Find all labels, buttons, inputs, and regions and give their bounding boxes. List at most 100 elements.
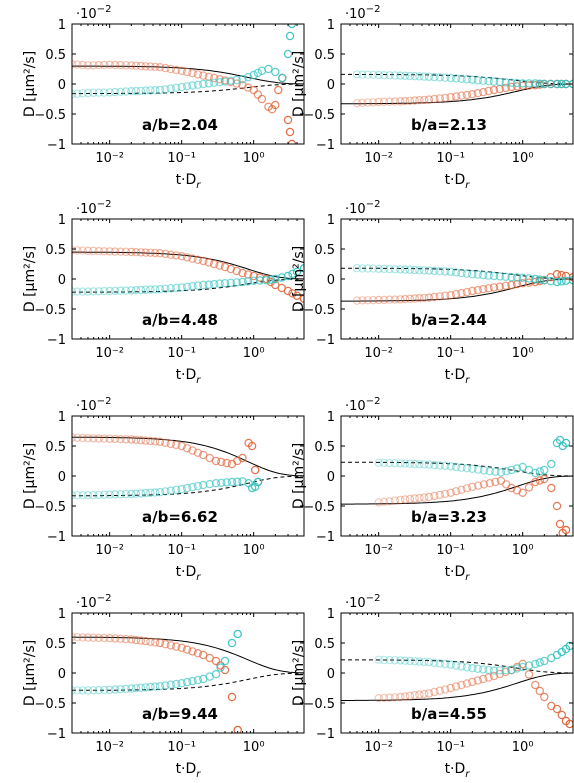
data-point-interp: [415, 657, 424, 666]
x-tick-label: 10⁻¹: [167, 346, 196, 361]
y-tick-label: 1: [58, 18, 66, 33]
data-point: [105, 88, 114, 97]
data-point-interp: [161, 85, 170, 94]
data-point-interp: [121, 489, 131, 499]
data-point: [396, 295, 405, 304]
y-tick-label: −0.5: [303, 697, 335, 712]
data-point-interp: [435, 659, 444, 668]
data-point: [446, 92, 455, 102]
data-point: [446, 488, 455, 497]
data-point-interp: [512, 664, 522, 673]
data-point-interp: [131, 247, 141, 257]
x-tick-label: 10⁰: [512, 543, 534, 558]
series-teal: [352, 70, 573, 89]
x-tick-label: 10⁻²: [364, 346, 393, 361]
data-point-interp: [451, 268, 461, 277]
data-point-interp: [479, 466, 489, 475]
y-tick-label: −1: [47, 333, 66, 348]
panel-label: a/b=4.48: [142, 311, 218, 329]
data-point-interp: [171, 83, 181, 93]
data-point-interp: [457, 662, 466, 671]
panel-5: 1 0.5 0 −0.5 −1 10⁻² 10⁻¹ 10⁰ ·10−2 D [μm²/s] t·Dr…: [22, 396, 305, 583]
data-point-interp: [430, 491, 439, 501]
data-point: [199, 256, 208, 266]
data-point-interp: [451, 74, 461, 83]
data-point: [396, 71, 405, 80]
x-tick-label: 10⁻¹: [436, 346, 465, 361]
data-point-interp: [435, 94, 444, 103]
data-point: [155, 682, 165, 691]
data-point-interp: [255, 276, 265, 285]
data-point: [352, 98, 362, 108]
data-point-interp: [73, 433, 82, 442]
y-tick-label: −0.5: [34, 303, 66, 318]
data-point: [531, 274, 540, 284]
data-point: [83, 633, 93, 642]
data-point-interp: [390, 496, 400, 505]
data-point-interp: [535, 476, 545, 485]
data-point-interp: [116, 60, 125, 70]
data-point-interp: [136, 436, 146, 445]
y-tick-label: −0.5: [303, 108, 335, 123]
data-point: [446, 291, 455, 300]
data-point-interp: [379, 264, 389, 274]
data-point-interp: [222, 478, 231, 487]
data-point: [83, 686, 93, 695]
y-tick-label: −0.5: [303, 303, 335, 318]
data-point: [555, 519, 565, 529]
panel-1: 1 0.5 0 −0.5 −1 10⁻² 10⁻¹ 10⁰ ·10−2 D [μm²/s] t·Dr…: [22, 4, 305, 191]
data-point: [424, 72, 434, 82]
data-point-interp: [441, 93, 450, 103]
data-point: [127, 489, 136, 499]
data-point-interp: [182, 645, 192, 654]
data-point-interp: [110, 60, 120, 70]
data-point-interp: [73, 686, 82, 695]
data-point-interp: [193, 281, 203, 290]
data-point-interp: [430, 687, 439, 697]
theory-dashed-line: [72, 83, 304, 95]
data-point-interp: [363, 98, 372, 107]
data-point: [238, 268, 247, 278]
data-point: [552, 704, 562, 714]
data-point-interp: [390, 459, 400, 468]
panel-label: a/b=9.44: [142, 705, 218, 723]
data-point: [199, 280, 208, 290]
data-point: [233, 725, 242, 733]
data-point: [424, 95, 434, 104]
data-point-interp: [410, 71, 419, 81]
data-point-interp: [457, 680, 466, 690]
data-point-interp: [415, 690, 424, 699]
data-point-interp: [131, 489, 141, 498]
y-tick-label: 1: [58, 410, 66, 425]
data-point-interp: [216, 663, 225, 672]
data-point-interp: [435, 461, 444, 470]
data-point-interp: [535, 275, 545, 284]
data-point-interp: [209, 259, 219, 269]
y-tick-label: −0.5: [303, 500, 335, 515]
data-point-interp: [441, 461, 450, 471]
data-point-interp: [420, 266, 429, 275]
data-point: [127, 286, 136, 295]
y-tick-label: 0.5: [314, 243, 335, 258]
data-point-interp: [369, 295, 378, 305]
data-point: [485, 479, 494, 488]
data-point-interp: [410, 691, 419, 700]
data-point: [552, 277, 562, 287]
data-point: [105, 60, 114, 70]
data-point: [468, 664, 477, 673]
data-point-interp: [99, 490, 109, 499]
data-point-interp: [99, 434, 109, 443]
data-point-interp: [73, 287, 82, 296]
data-point-interp: [363, 264, 372, 273]
y-axis-title: D [μm²/s]: [291, 51, 307, 117]
data-point-interp: [400, 459, 410, 468]
data-point-interp: [99, 247, 109, 256]
data-point-interp: [491, 467, 500, 476]
data-point-interp: [131, 684, 141, 693]
data-point-interp: [188, 482, 197, 492]
data-point-interp: [358, 70, 367, 79]
data-point-interp: [136, 86, 146, 96]
data-point: [83, 61, 93, 70]
data-point-interp: [479, 285, 488, 294]
